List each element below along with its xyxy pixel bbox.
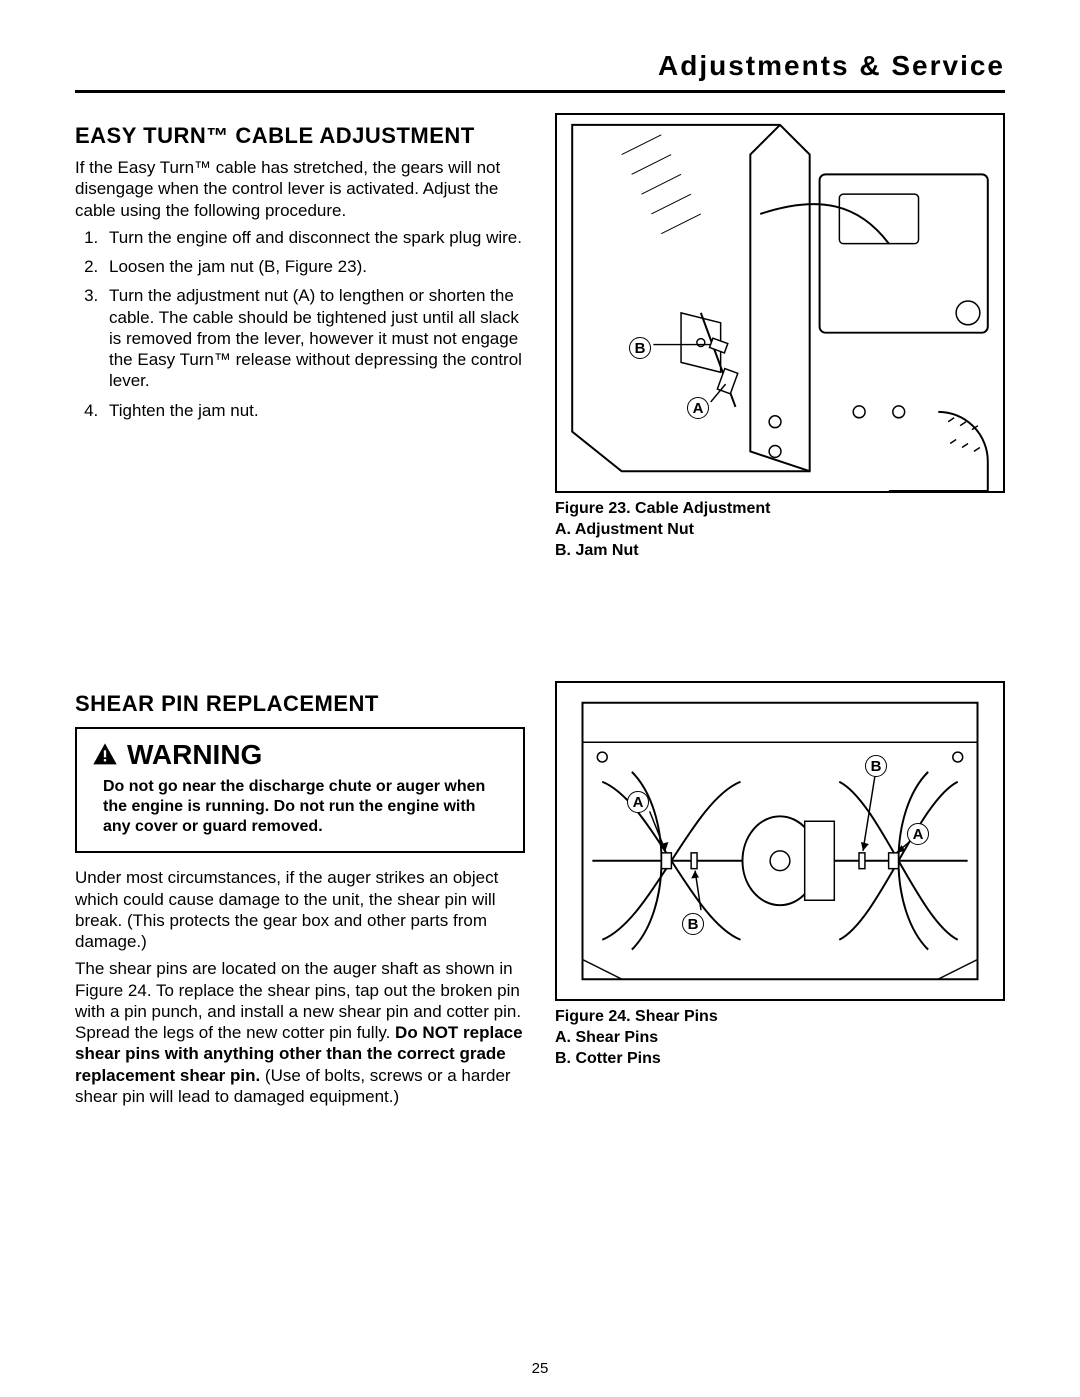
figure-24-caption-title: Figure 24. Shear Pins bbox=[555, 1007, 1005, 1028]
figure-24: A A B B bbox=[555, 681, 1005, 1001]
figure-23-caption-a: A. Adjustment Nut bbox=[555, 520, 1005, 541]
page-number: 25 bbox=[0, 1360, 1080, 1377]
section1-intro: If the Easy Turn™ cable has stretched, t… bbox=[75, 157, 525, 221]
section2-para2: The shear pins are located on the auger … bbox=[75, 958, 525, 1107]
figure-24-caption-a: A. Shear Pins bbox=[555, 1028, 1005, 1049]
section2-para1: Under most circumstances, if the auger s… bbox=[75, 867, 525, 952]
warning-box: WARNING Do not go near the discharge chu… bbox=[75, 727, 525, 853]
section2-title: SHEAR PIN REPLACEMENT bbox=[75, 691, 525, 717]
warning-label: WARNING bbox=[127, 739, 262, 771]
section-easy-turn: EASY TURN™ CABLE ADJUSTMENT If the Easy … bbox=[75, 113, 1005, 561]
section1-title: EASY TURN™ CABLE ADJUSTMENT bbox=[75, 123, 525, 149]
figure-23-caption: Figure 23. Cable Adjustment A. Adjustmen… bbox=[555, 499, 1005, 561]
step-4: Tighten the jam nut. bbox=[103, 400, 525, 421]
figure-23: B A bbox=[555, 113, 1005, 493]
figure-23-caption-b: B. Jam Nut bbox=[555, 541, 1005, 562]
section1-right: B A Figure 23. Cable Adjustment A. Adjus… bbox=[555, 113, 1005, 561]
warning-icon bbox=[91, 741, 119, 769]
step-1: Turn the engine off and disconnect the s… bbox=[103, 227, 525, 248]
section1-steps: Turn the engine off and disconnect the s… bbox=[75, 227, 525, 421]
figure-24-caption-b: B. Cotter Pins bbox=[555, 1049, 1005, 1070]
section2-right: A A B B Figure 24. Shear Pins A. Shear P… bbox=[555, 681, 1005, 1113]
figure-23-caption-title: Figure 23. Cable Adjustment bbox=[555, 499, 1005, 520]
warning-text: Do not go near the discharge chute or au… bbox=[103, 777, 497, 837]
figure-24-diagram bbox=[557, 683, 1003, 999]
figure-23-callout-a: A bbox=[687, 397, 709, 419]
section-shear-pin: SHEAR PIN REPLACEMENT WARNING Do not go … bbox=[75, 681, 1005, 1113]
figure-23-callout-b: B bbox=[629, 337, 651, 359]
section2-left: SHEAR PIN REPLACEMENT WARNING Do not go … bbox=[75, 681, 525, 1113]
warning-title-row: WARNING bbox=[91, 739, 509, 771]
section1-left: EASY TURN™ CABLE ADJUSTMENT If the Easy … bbox=[75, 113, 525, 561]
figure-24-caption: Figure 24. Shear Pins A. Shear Pins B. C… bbox=[555, 1007, 1005, 1069]
section-header: Adjustments & Service bbox=[75, 50, 1005, 93]
step-3: Turn the adjustment nut (A) to lengthen … bbox=[103, 285, 525, 391]
step-2: Loosen the jam nut (B, Figure 23). bbox=[103, 256, 525, 277]
page: Adjustments & Service EASY TURN™ CABLE A… bbox=[0, 0, 1080, 1397]
figure-23-diagram bbox=[557, 115, 1003, 491]
